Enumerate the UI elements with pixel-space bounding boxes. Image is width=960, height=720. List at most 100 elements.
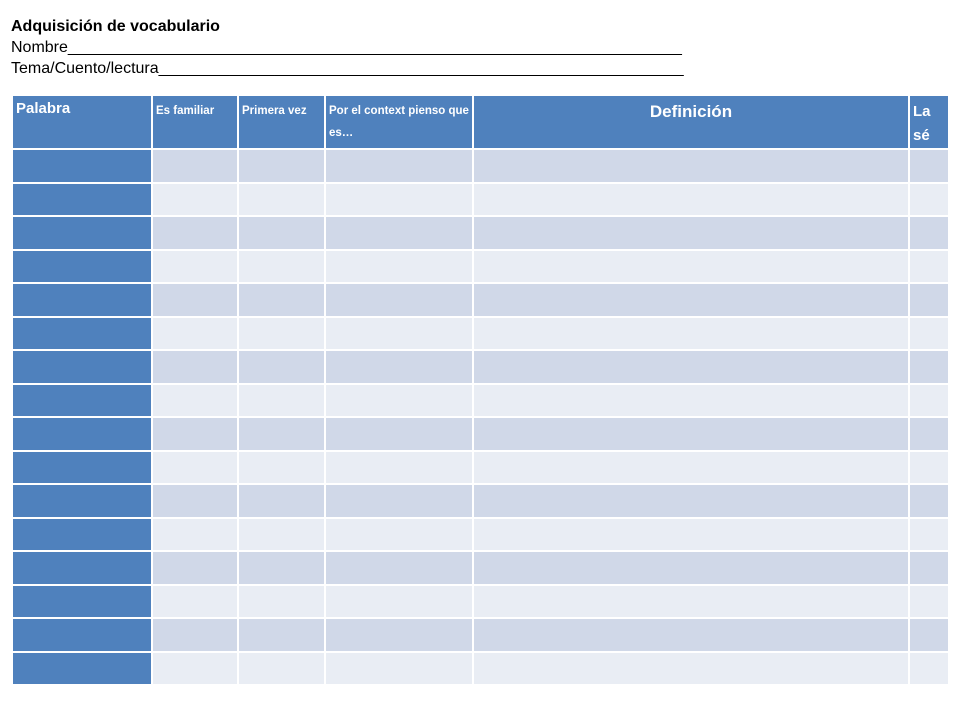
cell-primera-vez[interactable]: [237, 416, 326, 452]
cell-por-el-context[interactable]: [324, 282, 474, 318]
cell-es-familiar[interactable]: [151, 148, 239, 184]
cell-por-el-context[interactable]: [324, 483, 474, 519]
cell-la-se[interactable]: [908, 516, 950, 552]
cell-la-se[interactable]: [908, 550, 950, 586]
cell-definicion[interactable]: [472, 583, 910, 619]
cell-palabra[interactable]: [11, 483, 153, 519]
cell-definicion[interactable]: [472, 617, 910, 653]
cell-es-familiar[interactable]: [151, 483, 239, 519]
cell-es-familiar[interactable]: [151, 248, 239, 284]
cell-primera-vez[interactable]: [237, 550, 326, 586]
cell-por-el-context[interactable]: [324, 550, 474, 586]
cell-definicion[interactable]: [472, 349, 910, 385]
cell-por-el-context[interactable]: [324, 215, 474, 251]
cell-la-se[interactable]: [908, 148, 950, 184]
cell-definicion[interactable]: [472, 382, 910, 418]
cell-primera-vez[interactable]: [237, 449, 326, 485]
cell-palabra[interactable]: [11, 449, 153, 485]
cell-primera-vez[interactable]: [237, 248, 326, 284]
cell-la-se[interactable]: [908, 382, 950, 418]
cell-definicion[interactable]: [472, 550, 910, 586]
cell-primera-vez[interactable]: [237, 215, 326, 251]
cell-es-familiar[interactable]: [151, 382, 239, 418]
cell-palabra[interactable]: [11, 181, 153, 217]
cell-palabra[interactable]: [11, 382, 153, 418]
cell-por-el-context[interactable]: [324, 617, 474, 653]
cell-primera-vez[interactable]: [237, 382, 326, 418]
topic-field-line[interactable]: Tema/Cuento/lectura_____________________…: [11, 60, 684, 77]
cell-la-se[interactable]: [908, 583, 950, 619]
cell-palabra[interactable]: [11, 650, 153, 686]
cell-la-se[interactable]: [908, 449, 950, 485]
cell-por-el-context[interactable]: [324, 416, 474, 452]
vocabulary-table-wrapper: Palabra Es familiar Primera vez Por el c…: [11, 94, 950, 686]
cell-primera-vez[interactable]: [237, 282, 326, 318]
cell-es-familiar[interactable]: [151, 416, 239, 452]
cell-palabra[interactable]: [11, 315, 153, 351]
cell-definicion[interactable]: [472, 181, 910, 217]
cell-es-familiar[interactable]: [151, 550, 239, 586]
cell-es-familiar[interactable]: [151, 215, 239, 251]
cell-por-el-context[interactable]: [324, 583, 474, 619]
cell-la-se[interactable]: [908, 215, 950, 251]
cell-por-el-context[interactable]: [324, 382, 474, 418]
cell-definicion[interactable]: [472, 248, 910, 284]
cell-por-el-context[interactable]: [324, 349, 474, 385]
cell-palabra[interactable]: [11, 583, 153, 619]
cell-palabra[interactable]: [11, 248, 153, 284]
cell-es-familiar[interactable]: [151, 282, 239, 318]
cell-por-el-context[interactable]: [324, 181, 474, 217]
cell-por-el-context[interactable]: [324, 148, 474, 184]
cell-definicion[interactable]: [472, 516, 910, 552]
cell-primera-vez[interactable]: [237, 315, 326, 351]
cell-es-familiar[interactable]: [151, 617, 239, 653]
cell-la-se[interactable]: [908, 416, 950, 452]
cell-primera-vez[interactable]: [237, 148, 326, 184]
cell-definicion[interactable]: [472, 148, 910, 184]
cell-es-familiar[interactable]: [151, 181, 239, 217]
cell-por-el-context[interactable]: [324, 650, 474, 686]
cell-palabra[interactable]: [11, 349, 153, 385]
cell-definicion[interactable]: [472, 449, 910, 485]
cell-por-el-context[interactable]: [324, 516, 474, 552]
cell-primera-vez[interactable]: [237, 349, 326, 385]
cell-por-el-context[interactable]: [324, 315, 474, 351]
cell-definicion[interactable]: [472, 215, 910, 251]
cell-es-familiar[interactable]: [151, 650, 239, 686]
cell-palabra[interactable]: [11, 516, 153, 552]
cell-por-el-context[interactable]: [324, 449, 474, 485]
cell-la-se[interactable]: [908, 248, 950, 284]
cell-la-se[interactable]: [908, 181, 950, 217]
table-row: [11, 248, 950, 284]
cell-palabra[interactable]: [11, 148, 153, 184]
cell-palabra[interactable]: [11, 550, 153, 586]
cell-palabra[interactable]: [11, 215, 153, 251]
cell-es-familiar[interactable]: [151, 583, 239, 619]
cell-es-familiar[interactable]: [151, 516, 239, 552]
cell-primera-vez[interactable]: [237, 617, 326, 653]
cell-primera-vez[interactable]: [237, 516, 326, 552]
cell-primera-vez[interactable]: [237, 181, 326, 217]
cell-primera-vez[interactable]: [237, 483, 326, 519]
cell-la-se[interactable]: [908, 315, 950, 351]
cell-es-familiar[interactable]: [151, 315, 239, 351]
cell-es-familiar[interactable]: [151, 449, 239, 485]
cell-primera-vez[interactable]: [237, 650, 326, 686]
cell-palabra[interactable]: [11, 282, 153, 318]
cell-por-el-context[interactable]: [324, 248, 474, 284]
cell-primera-vez[interactable]: [237, 583, 326, 619]
cell-la-se[interactable]: [908, 282, 950, 318]
cell-definicion[interactable]: [472, 416, 910, 452]
cell-definicion[interactable]: [472, 282, 910, 318]
name-field-line[interactable]: Nombre__________________________________…: [11, 39, 682, 56]
cell-la-se[interactable]: [908, 349, 950, 385]
cell-la-se[interactable]: [908, 650, 950, 686]
cell-la-se[interactable]: [908, 483, 950, 519]
cell-definicion[interactable]: [472, 650, 910, 686]
cell-palabra[interactable]: [11, 416, 153, 452]
cell-palabra[interactable]: [11, 617, 153, 653]
cell-es-familiar[interactable]: [151, 349, 239, 385]
cell-definicion[interactable]: [472, 483, 910, 519]
cell-la-se[interactable]: [908, 617, 950, 653]
cell-definicion[interactable]: [472, 315, 910, 351]
